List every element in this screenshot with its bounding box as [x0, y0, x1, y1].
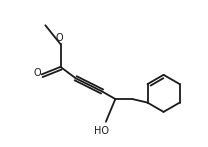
Text: O: O	[33, 69, 41, 78]
Text: HO: HO	[94, 126, 109, 136]
Text: O: O	[56, 33, 63, 43]
